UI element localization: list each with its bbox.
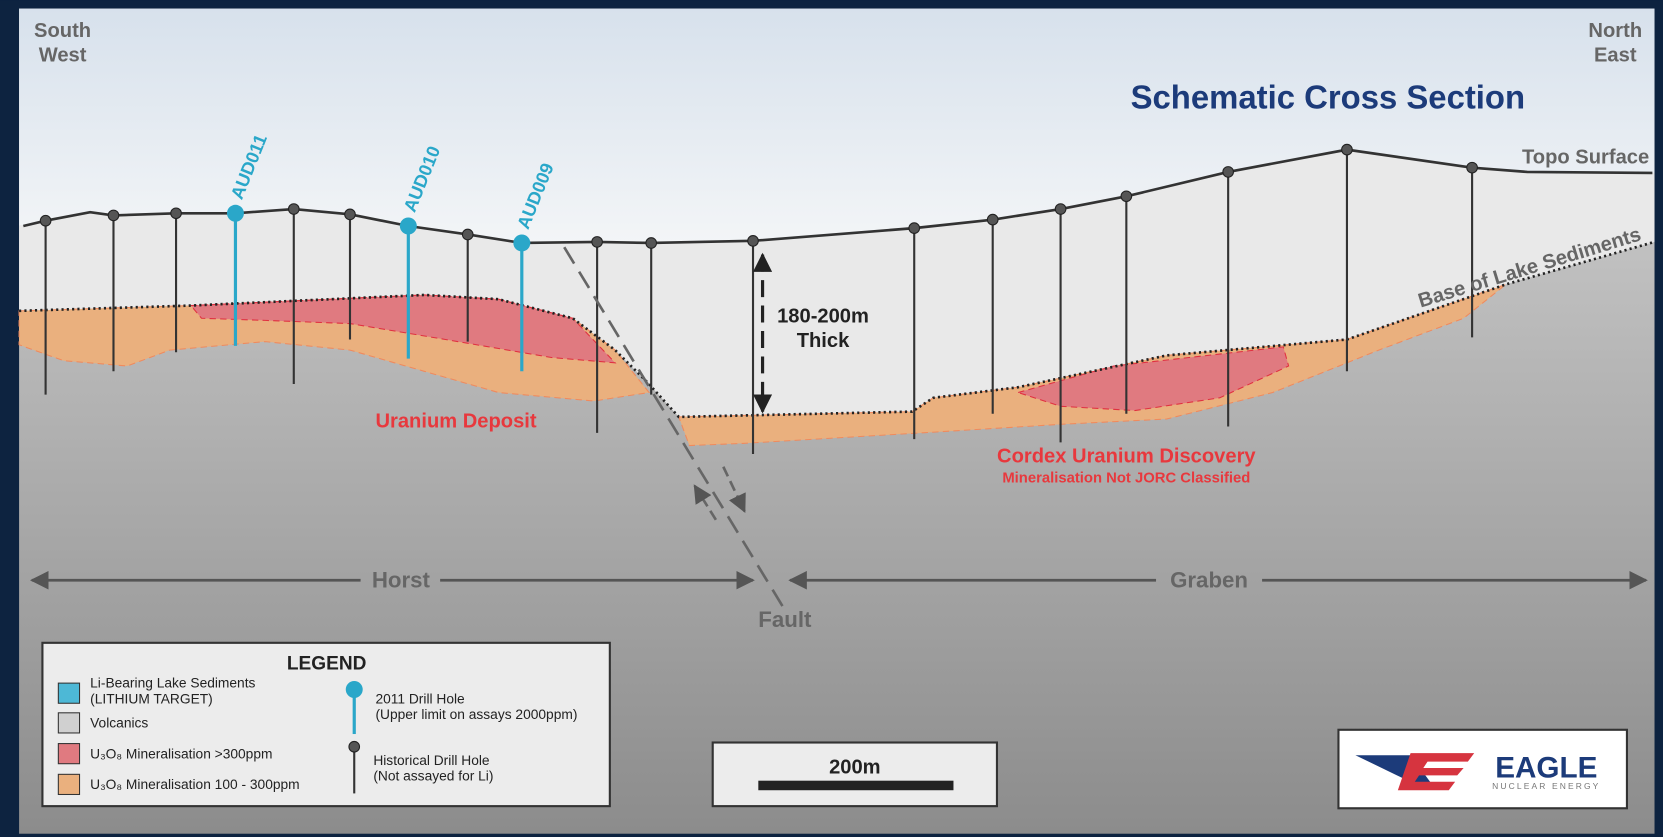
legend-text: U₃O₈ Mineralisation 100 - 300ppm: [90, 777, 299, 792]
legend-title: LEGEND: [287, 653, 366, 674]
historical-collar: [645, 237, 658, 249]
deposit-label: Uranium Deposit: [375, 411, 536, 433]
thickness-label: 180-200m: [777, 306, 869, 328]
fault-arrow: [693, 484, 718, 521]
legend-box: [41, 641, 611, 808]
scale-bar: [758, 780, 954, 791]
historical-collar: [344, 208, 356, 221]
legend-text: Historical Drill Hole: [373, 753, 490, 768]
red-zone: [189, 294, 617, 364]
historical-collar: [107, 209, 120, 222]
historical-collar: [1466, 161, 1478, 174]
fault-label: Fault: [758, 607, 812, 632]
scale-box: [711, 741, 999, 808]
historical-collar: [1120, 190, 1133, 203]
drill-collar: [226, 204, 244, 222]
legend-hole: [345, 680, 363, 698]
logo-name: EAGLE: [1495, 752, 1597, 785]
legend-text: (Not assayed for Li): [373, 769, 493, 784]
topo-label: Topo Surface: [1522, 146, 1649, 168]
title: Schematic Cross Section: [1131, 78, 1525, 115]
corner-label: South: [34, 20, 91, 42]
legend-swatch: [57, 773, 81, 796]
discovery-note: Mineralisation Not JORC Classified: [1002, 471, 1250, 487]
scale-label: 200m: [829, 756, 881, 778]
legend-text: Volcanics: [90, 716, 148, 731]
logo-tagline: NUCLEAR ENERGY: [1492, 781, 1600, 791]
corner-label: East: [1594, 45, 1637, 67]
legend-text: (LITHIUM TARGET): [90, 691, 213, 706]
thickness-label: Thick: [797, 330, 850, 352]
historical-collar: [986, 213, 999, 226]
historical-collar: [1341, 143, 1353, 156]
legend-swatch: [57, 712, 81, 734]
legend-swatch: [57, 682, 81, 704]
historical-collar: [591, 236, 603, 248]
historical-collar: [1222, 166, 1234, 178]
legend-text: (Upper limit on assays 2000ppm): [375, 707, 577, 722]
base-line: [19, 240, 1655, 419]
legend-text: Li-Bearing Lake Sediments: [90, 675, 255, 690]
legend-text: 2011 Drill Hole: [375, 691, 465, 706]
corner-label: North: [1588, 20, 1642, 42]
historical-collar: [287, 203, 300, 215]
historical-collar: [461, 228, 474, 241]
horst-label: Horst: [372, 568, 431, 593]
legend: LEGEND Li-Bearing Lake Sediments (LITHIU…: [41, 641, 611, 808]
red-zone: [1016, 346, 1290, 412]
fault-line: [563, 246, 786, 611]
fault-arrow: [722, 466, 746, 513]
historical-collar: [170, 207, 182, 220]
historical-collar: [747, 235, 759, 247]
logo-mark: [1397, 753, 1475, 791]
historical-collar: [908, 222, 921, 234]
historical-collar: [39, 214, 52, 227]
historical-collar: [1054, 203, 1067, 215]
legend-swatch: [57, 743, 81, 765]
corner-label: West: [39, 45, 87, 67]
drill-collar: [513, 234, 531, 252]
drill-collar: [399, 217, 417, 235]
legend-hole: [348, 740, 361, 753]
legend-text: U₃O₈ Mineralisation >300ppm: [90, 746, 272, 761]
discovery-label: Cordex Uranium Discovery: [997, 446, 1256, 468]
graben-label: Graben: [1170, 568, 1248, 593]
sky: [19, 8, 1655, 243]
lake-sediments: [19, 149, 1655, 417]
